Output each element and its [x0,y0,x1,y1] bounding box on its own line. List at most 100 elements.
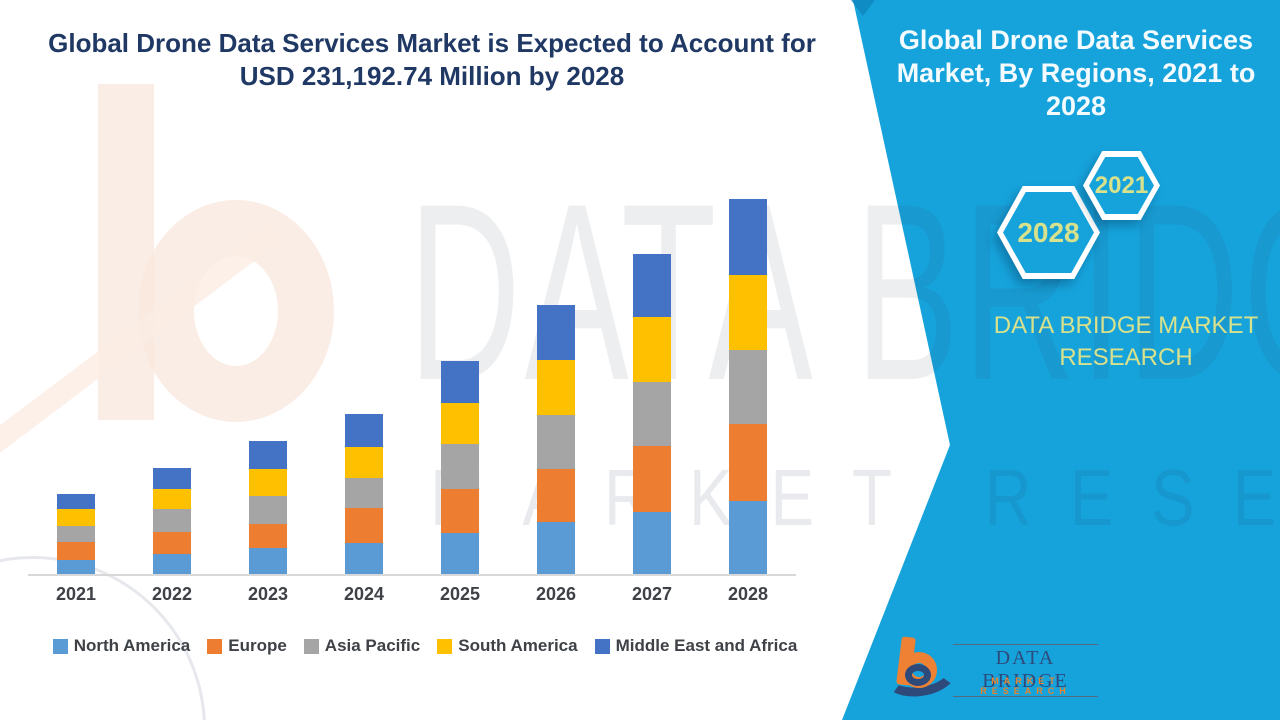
bar-segment-2024-europe [345,508,383,543]
bar-column-2024 [316,413,412,574]
bar-segment-2024-north-america [345,543,383,574]
bar-segment-2027-north-america [633,512,671,574]
legend-swatch [303,638,319,654]
xaxis-label-2023: 2023 [247,584,289,604]
xaxis-label-2024: 2024 [343,584,385,604]
logo-subbrand-text: MARKET RESEARCH [980,676,1071,696]
bar-column-2025 [412,360,508,574]
stacked-bar-2021 [57,494,95,574]
bar-segment-2028-europe [729,424,767,501]
stacked-bar-chart: 2021 2022 2023 2024 2025 2026 2027 2028 [28,198,796,605]
bar-segment-2021-south-america [57,509,95,527]
bar-segment-2022-asia-pacific [153,508,191,533]
chart-title-line1: Global Drone Data Services Market is Exp… [48,28,816,58]
stacked-bar-2024 [345,413,383,574]
bar-segment-2023-north-america [249,548,287,574]
hexagon-badge-2028-label: 2028 [1003,192,1094,273]
chart-title-line2: USD 231,192.74 Million by 2028 [239,61,625,91]
stacked-bar-2025 [441,360,479,574]
xaxis-label-2027: 2027 [631,584,673,604]
bar-segment-2026-middle-east-and-africa [537,304,575,360]
bar-segment-2025-middle-east-and-africa [441,360,479,403]
bar-column-2026 [508,304,604,574]
bar-segment-2025-europe [441,489,479,533]
bar-segment-2027-south-america [633,316,671,382]
stacked-bar-2023 [249,441,287,574]
bar-segment-2022-europe [153,532,191,554]
bar-segment-2023-middle-east-and-africa [249,441,287,469]
bar-column-2027 [604,254,700,574]
bar-segment-2026-europe [537,469,575,522]
stacked-bar-2026 [537,304,575,574]
xaxis-labels: 2021 2022 2023 2024 2025 2026 2027 2028 [28,576,796,605]
xaxis-label-2028: 2028 [727,584,769,604]
bar-segment-2024-asia-pacific [345,478,383,508]
bar-segment-2026-south-america [537,359,575,415]
side-panel-heading-line2: Market, By Regions, 2021 to 2028 [896,58,1256,121]
bar-column-2021 [28,494,124,574]
bar-segment-2027-asia-pacific [633,381,671,446]
bar-segment-2028-middle-east-and-africa [729,199,767,275]
legend-item-north-america: North America [52,636,191,656]
legend-swatch [437,638,453,654]
legend-label: North America [73,636,191,655]
bar-column-2022 [124,468,220,574]
bar-segment-2023-europe [249,523,287,548]
stacked-bar-2028 [729,199,767,574]
logo-d-icon [905,664,931,686]
bar-segment-2021-asia-pacific [57,526,95,542]
legend-item-south-america: South America [437,636,578,656]
legend-label: Middle East and Africa [615,636,798,655]
chart-title: Global Drone Data Services Market is Exp… [40,27,824,93]
bar-segment-2027-europe [633,446,671,512]
side-panel-edge-accent [851,0,875,16]
bar-segment-2026-north-america [537,521,575,574]
bar-segment-2023-asia-pacific [249,495,287,524]
xaxis-label-2025: 2025 [439,584,481,604]
brand-caption: DATA BRIDGE MARKET RESEARCH [993,312,1259,371]
bar-segment-2021-middle-east-and-africa [57,494,95,510]
legend-item-europe: Europe [207,636,287,656]
legend-label: Asia Pacific [324,636,421,655]
bars-row [28,198,796,576]
xaxis-label-2021: 2021 [55,584,97,604]
bar-segment-2028-south-america [729,274,767,350]
bar-segment-2023-south-america [249,468,287,496]
xaxis-label-2026: 2026 [535,584,577,604]
bar-column-2028 [700,199,796,574]
bar-segment-2021-europe [57,541,95,560]
legend-swatch [207,638,223,654]
legend-label: South America [458,636,578,655]
logo-brand-text: DATA BRIDGE [953,644,1098,697]
bar-segment-2028-asia-pacific [729,349,767,424]
bar-segment-2022-middle-east-and-africa [153,468,191,489]
bar-segment-2025-south-america [441,402,479,445]
stacked-bar-2022 [153,468,191,574]
stacked-bar-2027 [633,254,671,574]
hexagon-badge-2021-label: 2021 [1089,157,1154,214]
bar-segment-2024-middle-east-and-africa [345,413,383,447]
bar-segment-2022-north-america [153,553,191,574]
bar-segment-2024-south-america [345,447,383,478]
legend-item-middle-east-and-africa: Middle East and Africa [594,636,798,656]
xaxis-label-2022: 2022 [151,584,193,604]
bar-column-2023 [220,441,316,574]
legend-swatch [52,638,68,654]
hexagon-badge-2021: 2021 [1083,151,1160,220]
legend-swatch [594,638,610,654]
bar-segment-2022-south-america [153,488,191,509]
hexagon-badge-2028: 2028 [997,186,1100,279]
legend-label: Europe [228,636,287,655]
chart-legend: North America Europe Asia Pacific South Ame… [0,636,850,656]
legend-item-asia-pacific: Asia Pacific [303,636,421,656]
bar-segment-2028-north-america [729,501,767,574]
databridge-logo: DATA BRIDGE MARKET RESEARCH [880,634,1100,704]
bar-segment-2021-north-america [57,559,95,574]
bar-segment-2026-asia-pacific [537,414,575,470]
side-panel-heading: Global Drone Data Services Market, By Re… [880,24,1272,123]
bar-segment-2025-north-america [441,532,479,574]
bar-segment-2027-middle-east-and-africa [633,254,671,317]
bar-segment-2025-asia-pacific [441,444,479,490]
hexagon-outline: 2021 [1083,151,1160,220]
